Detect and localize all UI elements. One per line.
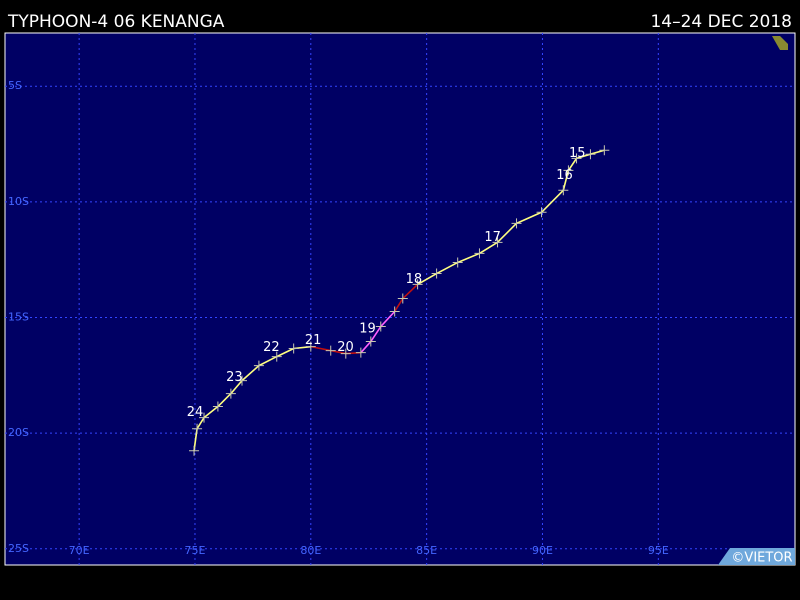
- day-label: 18: [406, 272, 423, 287]
- track-segment: [540, 189, 564, 213]
- track-point: [511, 218, 522, 229]
- track-segment: [241, 365, 260, 382]
- y-tick-label: 10S: [8, 195, 29, 208]
- track-segment: [516, 211, 542, 225]
- track-segment: [370, 326, 382, 343]
- track-point: [253, 360, 264, 371]
- x-tick-label: 85E: [416, 544, 437, 557]
- track-point: [585, 149, 596, 160]
- y-tick-label: 20S: [8, 426, 29, 439]
- track-segment: [330, 349, 346, 355]
- track-point: [492, 237, 503, 248]
- credit: ©VIETOR: [731, 551, 792, 566]
- x-tick-label: 70E: [69, 544, 90, 557]
- y-tick-label: 5S: [8, 79, 22, 92]
- x-tick-label: 95E: [648, 544, 669, 557]
- track-point: [452, 257, 463, 268]
- corner-icon: [772, 36, 788, 50]
- track-segment: [457, 252, 480, 264]
- track-point: [237, 375, 247, 386]
- track-segment: [380, 310, 396, 328]
- track-point: [599, 145, 610, 156]
- track-segment: [562, 170, 570, 191]
- track-point: [199, 412, 210, 423]
- x-tick-label: 75E: [184, 544, 205, 557]
- track-point: [558, 185, 569, 196]
- day-label: 22: [263, 340, 280, 355]
- track-segment: [310, 345, 331, 352]
- track-point: [271, 351, 282, 362]
- day-label: 21: [305, 333, 322, 348]
- track-point: [474, 248, 485, 259]
- track-segment: [258, 355, 278, 367]
- track-point: [225, 388, 236, 399]
- chart-title: TYPHOON-4 06 KENANGA: [7, 12, 225, 32]
- day-label: 23: [226, 370, 243, 385]
- track-point: [325, 345, 336, 356]
- track-point: [340, 348, 351, 359]
- track-segment: [276, 347, 295, 358]
- track-point: [563, 165, 574, 176]
- track-point: [192, 423, 203, 434]
- track-point: [288, 343, 299, 354]
- day-label: 19: [359, 322, 376, 337]
- track-point: [355, 347, 366, 358]
- track-point: [431, 268, 442, 279]
- day-label: 16: [556, 168, 573, 183]
- x-tick-label: 90E: [532, 544, 553, 557]
- y-tick-label: 25S: [8, 542, 29, 555]
- track-segment: [436, 261, 459, 275]
- track-segment: [193, 428, 198, 451]
- track-segment: [203, 405, 219, 419]
- track-segment: [196, 417, 205, 430]
- day-label: 17: [484, 230, 501, 245]
- track-point: [375, 321, 386, 332]
- track-segment: [417, 272, 438, 286]
- track-point: [412, 279, 423, 290]
- track-point: [189, 445, 200, 456]
- track-point: [389, 306, 400, 317]
- track-segment: [402, 283, 419, 300]
- track-segment: [576, 153, 591, 160]
- track-point: [305, 341, 316, 352]
- date-range: 14–24 DEC 2018: [650, 12, 792, 32]
- track-point: [571, 153, 582, 164]
- track-segment: [230, 380, 243, 395]
- day-label: 24: [187, 405, 204, 420]
- track-segment: [479, 241, 498, 255]
- day-label: 20: [337, 340, 354, 355]
- track-segment: [217, 393, 232, 408]
- track-segment: [567, 157, 578, 171]
- track-segment: [393, 298, 404, 312]
- track-point: [536, 207, 547, 218]
- track-point: [365, 336, 376, 347]
- track-segment: [496, 222, 518, 243]
- track-point: [212, 401, 223, 412]
- y-tick-label: 15S: [8, 311, 29, 324]
- track-segment: [360, 341, 372, 354]
- map-layer: 70E 75E 80E 85E 90E 95E 5S 10S 15S 20S 25S 15 16 17 18…: [5, 33, 795, 565]
- track-point: [397, 293, 408, 304]
- track-segment: [590, 149, 605, 155]
- x-tick-label: 80E: [300, 544, 321, 557]
- day-label: 15: [569, 146, 586, 161]
- credit-badge: [718, 548, 795, 565]
